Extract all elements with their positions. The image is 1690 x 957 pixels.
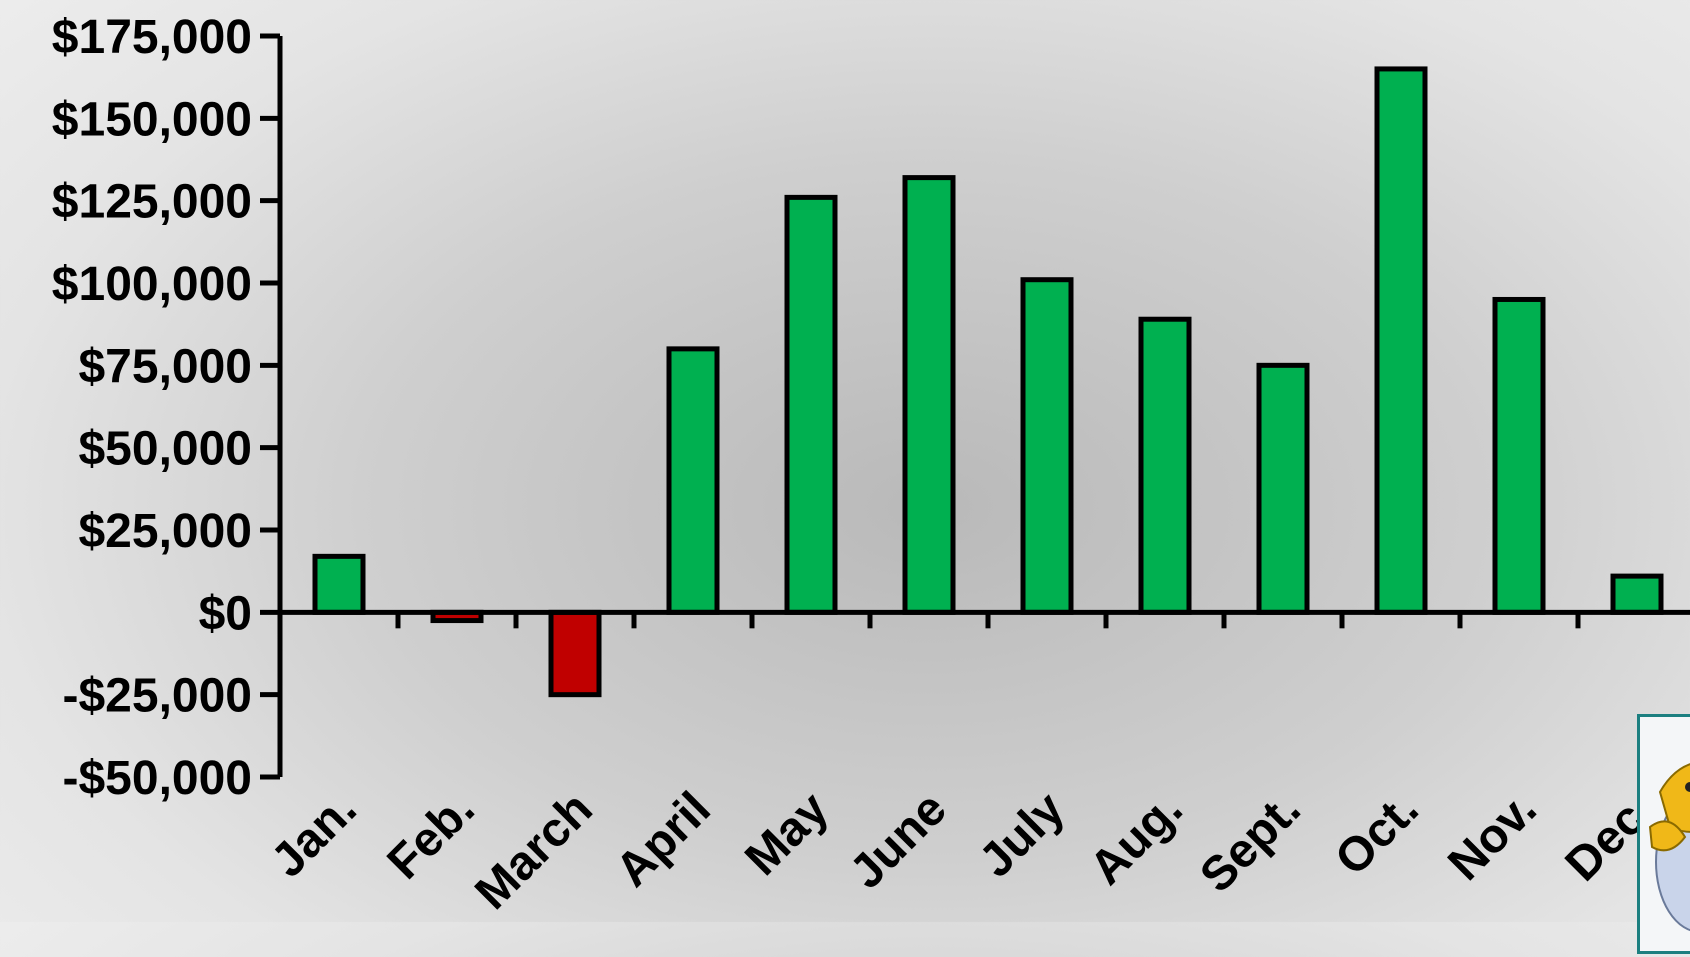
x-tick-label: Feb.: [378, 782, 485, 889]
x-tick-label: Jan.: [261, 782, 366, 887]
bar-dec: [1610, 573, 1664, 615]
y-tick-label: $150,000: [52, 93, 252, 146]
x-tick-label: Nov.: [1438, 782, 1547, 891]
bar-may: [784, 194, 838, 615]
y-tick-label: -$25,000: [63, 670, 253, 723]
bars: [312, 66, 1664, 698]
y-tick-label: -$50,000: [63, 752, 253, 805]
x-tick-label: May: [735, 782, 839, 886]
bar-july: [1020, 277, 1074, 615]
y-tick-label: $175,000: [52, 11, 252, 64]
bar-nov: [1492, 296, 1546, 615]
x-tick-label: April: [606, 782, 721, 897]
bar-aug: [1138, 316, 1192, 615]
bar-april: [666, 346, 720, 615]
y-tick-label: $75,000: [78, 340, 252, 393]
x-tick-label: Aug.: [1080, 782, 1193, 895]
x-tick-label: March: [465, 782, 602, 919]
y-tick-label: $100,000: [52, 258, 252, 311]
x-tick-label: July: [969, 782, 1075, 888]
x-tick-label: Sept.: [1190, 782, 1310, 902]
bar-jan: [312, 553, 366, 615]
x-tick-label: June: [840, 782, 957, 899]
bar-march: [548, 609, 602, 698]
y-axis: -$50,000 -$25,000 $0 $25,000 $50,000 $75,000 $…: [52, 11, 283, 805]
bar-chart: -$50,000 -$25,000 $0 $25,000 $50,000 $75,000 $…: [52, 11, 1690, 920]
x-tick-label: Oct.: [1325, 782, 1428, 885]
cartoon-figure-icon: [1637, 714, 1690, 954]
y-tick-label: $0: [199, 587, 252, 640]
bar-oct: [1374, 66, 1428, 615]
y-tick-label: $50,000: [78, 423, 252, 476]
y-tick-label: $125,000: [52, 176, 252, 229]
bar-june: [902, 175, 956, 615]
x-axis: Jan. Feb.March April May June July Aug.Sept. Oc…: [261, 609, 1690, 920]
y-tick-label: $25,000: [78, 505, 252, 558]
bar-sept: [1256, 362, 1310, 615]
